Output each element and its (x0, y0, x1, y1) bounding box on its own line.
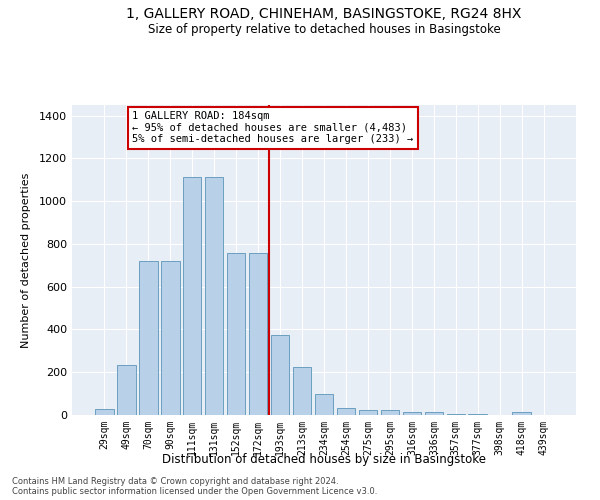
Bar (271, 335, 289, 415)
Bar (249, 252, 268, 415)
Text: 1, GALLERY ROAD, CHINEHAM, BASINGSTOKE, RG24 8HX: 1, GALLERY ROAD, CHINEHAM, BASINGSTOKE, … (127, 8, 521, 22)
Bar (205, 176, 223, 415)
Bar (139, 261, 158, 415)
Bar (183, 176, 202, 415)
Y-axis label: Number of detached properties: Number of detached properties (20, 172, 31, 348)
Bar (425, 412, 443, 415)
Bar (359, 410, 377, 415)
Text: 1 GALLERY ROAD: 184sqm
← 95% of detached houses are smaller (4,483)
5% of semi-d: 1 GALLERY ROAD: 184sqm ← 95% of detached… (133, 111, 414, 144)
Text: Distribution of detached houses by size in Basingstoke: Distribution of detached houses by size … (162, 452, 486, 466)
Bar (337, 408, 355, 415)
Bar (446, 414, 465, 415)
Bar (403, 412, 421, 415)
Bar (469, 414, 487, 415)
Bar (161, 261, 179, 415)
Bar (512, 412, 531, 415)
Bar (314, 394, 334, 415)
Bar (293, 367, 311, 415)
Text: Contains HM Land Registry data © Crown copyright and database right 2024.: Contains HM Land Registry data © Crown c… (12, 478, 338, 486)
Bar (95, 408, 113, 415)
Bar (117, 365, 136, 415)
Text: Contains public sector information licensed under the Open Government Licence v3: Contains public sector information licen… (12, 488, 377, 496)
Text: Size of property relative to detached houses in Basingstoke: Size of property relative to detached ho… (148, 22, 500, 36)
Bar (227, 252, 245, 415)
Bar (380, 410, 399, 415)
